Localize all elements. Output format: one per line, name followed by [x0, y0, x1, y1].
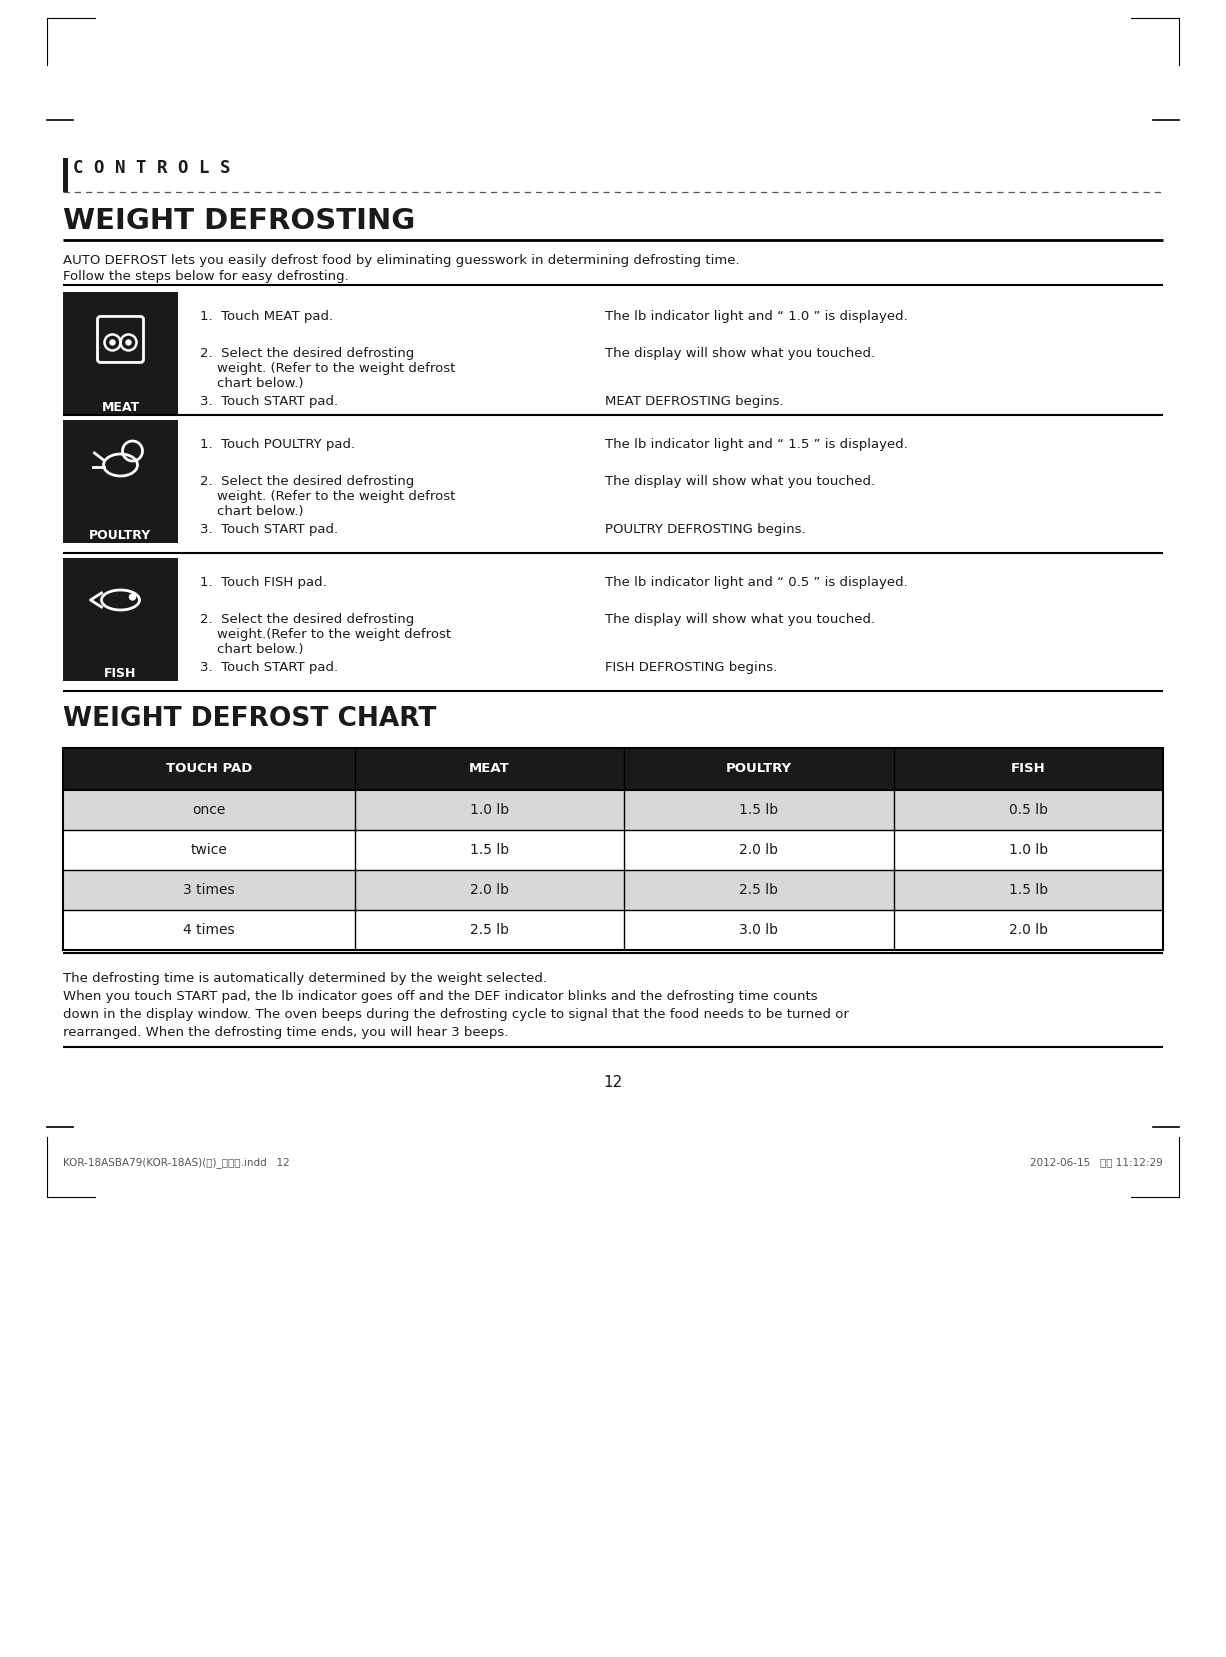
Text: 2.5 lb: 2.5 lb [739, 883, 779, 896]
Circle shape [110, 340, 115, 345]
Text: The defrosting time is automatically determined by the weight selected.: The defrosting time is automatically det… [63, 973, 547, 984]
Text: The lb indicator light and “ 0.5 ” is displayed.: The lb indicator light and “ 0.5 ” is di… [604, 577, 907, 588]
Text: WEIGHT DEFROST CHART: WEIGHT DEFROST CHART [63, 706, 436, 732]
Text: The display will show what you touched.: The display will show what you touched. [604, 476, 875, 489]
Text: AUTO DEFROST lets you easily defrost food by eliminating guesswork in determinin: AUTO DEFROST lets you easily defrost foo… [63, 254, 739, 267]
Bar [63, 830, 1163, 870]
Text: once: once [192, 804, 226, 817]
Bar [63, 157, 67, 192]
Text: POULTRY: POULTRY [89, 529, 152, 542]
Text: twice: twice [190, 843, 227, 857]
Text: 2012-06-15   오전 11:12:29: 2012-06-15 오전 11:12:29 [1030, 1157, 1163, 1167]
Text: KOR-18ASBA79(KOR-18AS)(영)_규격용.indd   12: KOR-18ASBA79(KOR-18AS)(영)_규격용.indd 12 [63, 1157, 289, 1168]
Text: weight.(Refer to the weight defrost: weight.(Refer to the weight defrost [200, 628, 451, 641]
Text: MEAT DEFROSTING begins.: MEAT DEFROSTING begins. [604, 394, 783, 408]
Text: 1.  Touch POULTRY pad.: 1. Touch POULTRY pad. [200, 437, 356, 451]
Text: 2.0 lb: 2.0 lb [470, 883, 509, 896]
Text: FISH: FISH [1011, 762, 1046, 775]
Text: 1.0 lb: 1.0 lb [470, 804, 509, 817]
Text: 1.0 lb: 1.0 lb [1009, 843, 1048, 857]
Bar [63, 747, 1163, 949]
Text: 3 times: 3 times [183, 883, 234, 896]
Bar [63, 419, 178, 543]
Text: weight. (Refer to the weight defrost: weight. (Refer to the weight defrost [200, 361, 455, 374]
Text: MEAT: MEAT [102, 401, 140, 414]
Bar [63, 790, 1163, 830]
Circle shape [130, 593, 136, 600]
Text: 2.  Select the desired defrosting: 2. Select the desired defrosting [200, 613, 414, 626]
Text: rearranged. When the defrosting time ends, you will hear 3 beeps.: rearranged. When the defrosting time end… [63, 1026, 509, 1039]
Bar [63, 292, 178, 414]
Text: 2.5 lb: 2.5 lb [470, 923, 509, 936]
Text: 3.  Touch START pad.: 3. Touch START pad. [200, 661, 338, 674]
Text: The lb indicator light and “ 1.5 ” is displayed.: The lb indicator light and “ 1.5 ” is di… [604, 437, 908, 451]
Text: 2.0 lb: 2.0 lb [739, 843, 779, 857]
Text: The display will show what you touched.: The display will show what you touched. [604, 613, 875, 626]
Text: 4 times: 4 times [183, 923, 234, 936]
Text: 12: 12 [603, 1075, 623, 1090]
Text: 1.  Touch FISH pad.: 1. Touch FISH pad. [200, 577, 327, 588]
Text: POULTRY: POULTRY [726, 762, 792, 775]
Text: weight. (Refer to the weight defrost: weight. (Refer to the weight defrost [200, 490, 455, 504]
Text: 2.0 lb: 2.0 lb [1009, 923, 1048, 936]
Text: C O N T R O L S: C O N T R O L S [74, 159, 230, 177]
Text: chart below.): chart below.) [200, 643, 304, 656]
Text: The lb indicator light and “ 1.0 ” is displayed.: The lb indicator light and “ 1.0 ” is di… [604, 310, 907, 323]
Text: POULTRY DEFROSTING begins.: POULTRY DEFROSTING begins. [604, 524, 805, 535]
Text: 2.  Select the desired defrosting: 2. Select the desired defrosting [200, 346, 414, 360]
Text: 1.5 lb: 1.5 lb [470, 843, 509, 857]
Text: FISH DEFROSTING begins.: FISH DEFROSTING begins. [604, 661, 777, 674]
Text: 1.5 lb: 1.5 lb [1009, 883, 1048, 896]
Text: WEIGHT DEFROSTING: WEIGHT DEFROSTING [63, 207, 416, 235]
Text: chart below.): chart below.) [200, 378, 304, 389]
Text: 1.5 lb: 1.5 lb [739, 804, 779, 817]
Text: down in the display window. The oven beeps during the defrosting cycle to signal: down in the display window. The oven bee… [63, 1007, 848, 1021]
Bar [63, 870, 1163, 910]
Text: 0.5 lb: 0.5 lb [1009, 804, 1048, 817]
Bar [63, 558, 178, 681]
Bar [63, 747, 1163, 790]
Text: MEAT: MEAT [468, 762, 510, 775]
Text: chart below.): chart below.) [200, 505, 304, 519]
Text: TOUCH PAD: TOUCH PAD [166, 762, 251, 775]
Circle shape [126, 340, 131, 345]
Bar [63, 910, 1163, 949]
Text: Follow the steps below for easy defrosting.: Follow the steps below for easy defrosti… [63, 270, 348, 283]
Text: 3.0 lb: 3.0 lb [739, 923, 779, 936]
Text: When you touch START pad, the lb indicator goes off and the DEF indicator blinks: When you touch START pad, the lb indicat… [63, 989, 818, 1002]
Text: The display will show what you touched.: The display will show what you touched. [604, 346, 875, 360]
Text: 3.  Touch START pad.: 3. Touch START pad. [200, 394, 338, 408]
Text: 2.  Select the desired defrosting: 2. Select the desired defrosting [200, 476, 414, 489]
Text: FISH: FISH [104, 668, 136, 679]
Text: 3.  Touch START pad.: 3. Touch START pad. [200, 524, 338, 535]
Text: 1.  Touch MEAT pad.: 1. Touch MEAT pad. [200, 310, 333, 323]
